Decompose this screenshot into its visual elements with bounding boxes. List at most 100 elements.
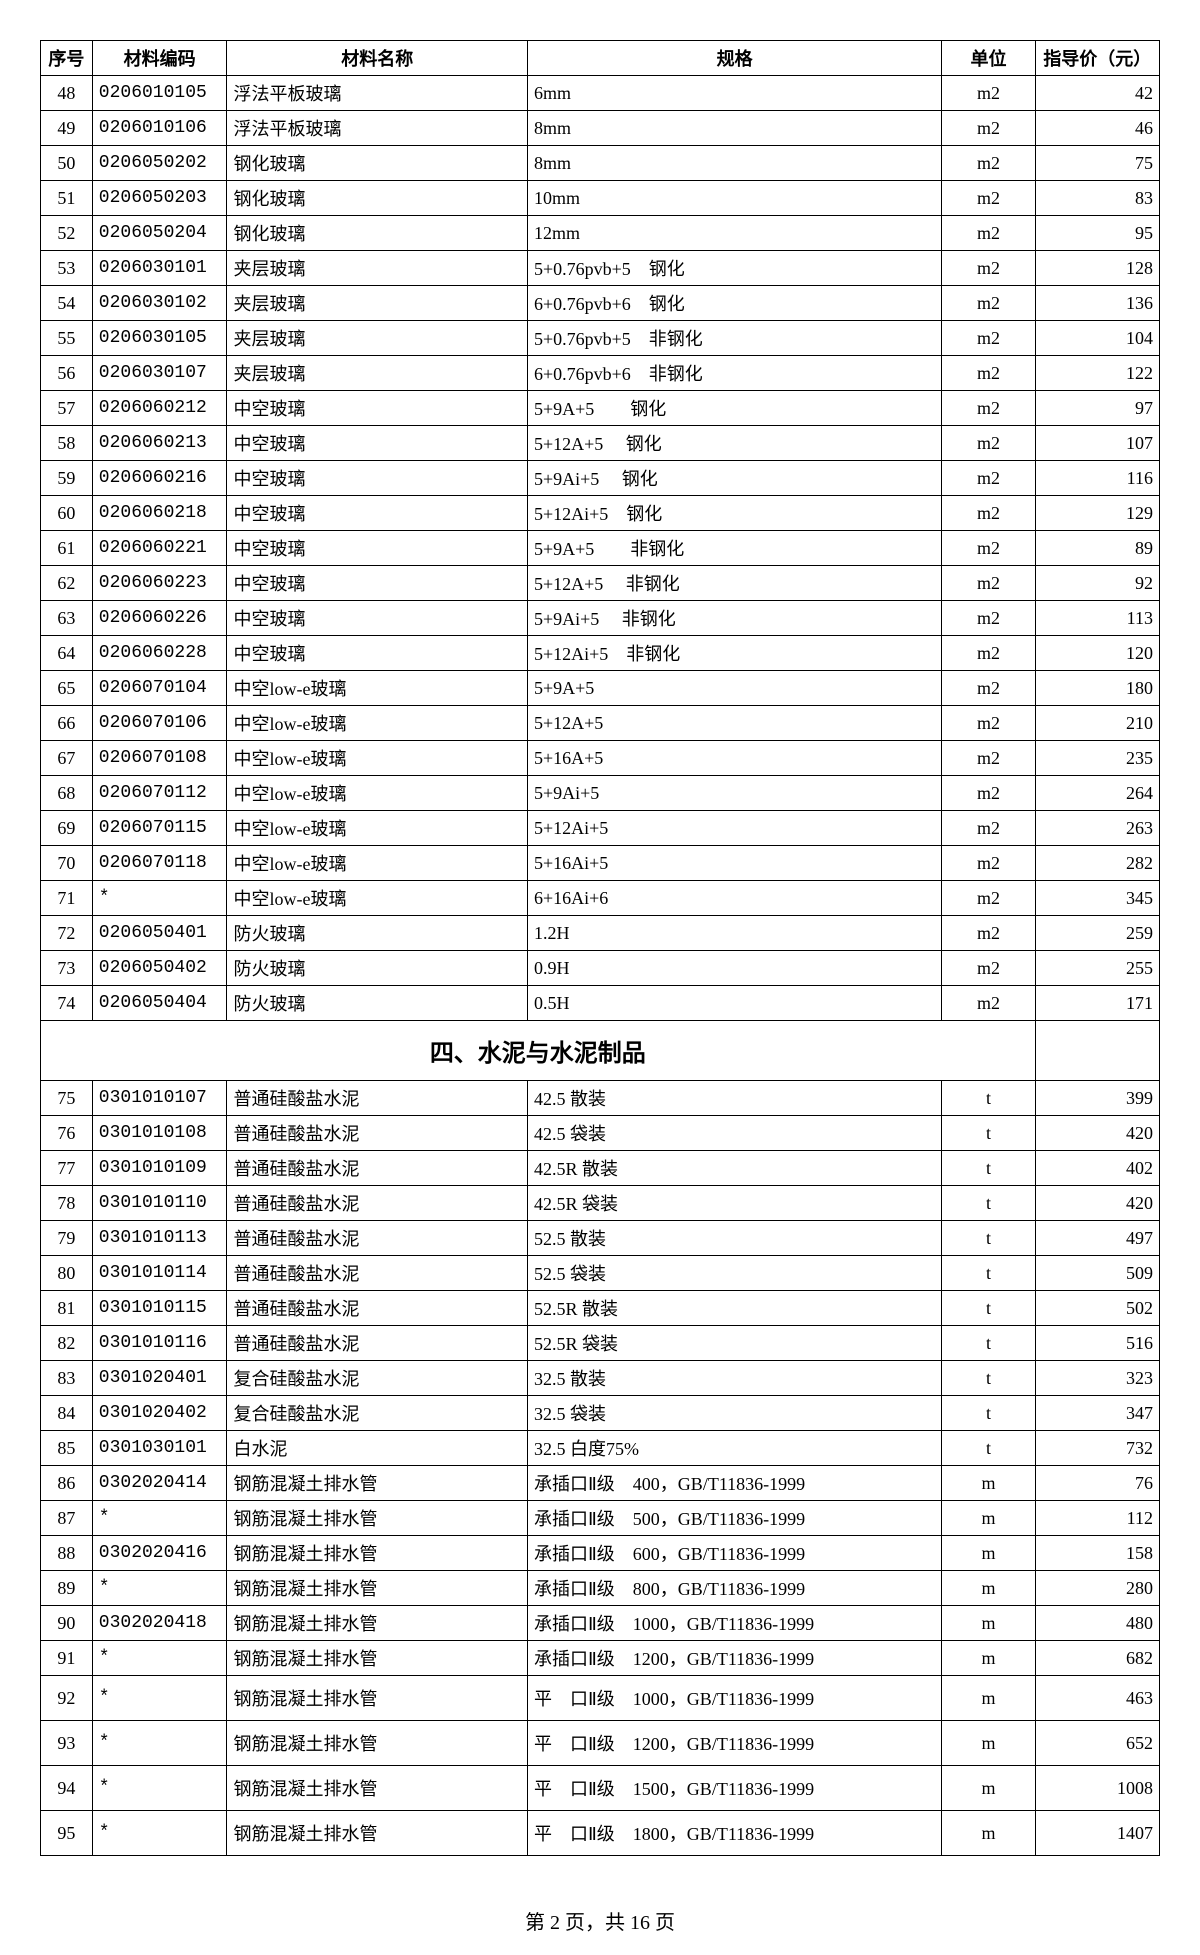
cell-seq: 83 <box>41 1361 93 1396</box>
table-row: 480206010105浮法平板玻璃6mmm242 <box>41 76 1160 111</box>
cell-unit: t <box>942 1291 1035 1326</box>
cell-name: 夹层玻璃 <box>227 321 527 356</box>
cell-name: 钢筋混凝土排水管 <box>227 1676 527 1721</box>
cell-code: * <box>92 1721 227 1766</box>
cell-name: 防火玻璃 <box>227 986 527 1021</box>
page-footer: 第 2 页，共 16 页 <box>40 1906 1160 1935</box>
table-row: 490206010106浮法平板玻璃8mmm246 <box>41 111 1160 146</box>
cell-seq: 60 <box>41 496 93 531</box>
table-row: 650206070104中空low-e玻璃5+9A+5m2180 <box>41 671 1160 706</box>
cell-spec: 6+16Ai+6 <box>527 881 941 916</box>
cell-code: * <box>92 1766 227 1811</box>
table-row: 810301010115普通硅酸盐水泥52.5R 散装t502 <box>41 1291 1160 1326</box>
cell-seq: 71 <box>41 881 93 916</box>
cell-unit: m <box>942 1536 1035 1571</box>
cell-price: 282 <box>1035 846 1159 881</box>
cell-name: 夹层玻璃 <box>227 286 527 321</box>
cell-code: 0206070112 <box>92 776 227 811</box>
cell-unit: m2 <box>942 846 1035 881</box>
cell-price: 171 <box>1035 986 1159 1021</box>
cell-name: 钢筋混凝土排水管 <box>227 1536 527 1571</box>
cell-unit: m2 <box>942 286 1035 321</box>
cell-code: * <box>92 1641 227 1676</box>
table-row: 680206070112中空low-e玻璃5+9Ai+5m2264 <box>41 776 1160 811</box>
cell-code: 0206030107 <box>92 356 227 391</box>
cell-unit: m2 <box>942 216 1035 251</box>
cell-name: 夹层玻璃 <box>227 251 527 286</box>
cell-seq: 80 <box>41 1256 93 1291</box>
cell-code: 0301010114 <box>92 1256 227 1291</box>
cell-price: 83 <box>1035 181 1159 216</box>
cell-spec: 平 口Ⅱ级 1500，GB/T11836-1999 <box>527 1766 941 1811</box>
table-row: 740206050404防火玻璃0.5Hm2171 <box>41 986 1160 1021</box>
cell-spec: 5+12Ai+5 非钢化 <box>527 636 941 671</box>
cell-price: 75 <box>1035 146 1159 181</box>
cell-spec: 10mm <box>527 181 941 216</box>
table-row: 640206060228中空玻璃5+12Ai+5 非钢化m2120 <box>41 636 1160 671</box>
cell-code: 0301010116 <box>92 1326 227 1361</box>
cell-unit: t <box>942 1151 1035 1186</box>
cell-name: 钢筋混凝土排水管 <box>227 1466 527 1501</box>
page-container: 序号 材料编码 材料名称 规格 单位 指导价（元） 480206010105浮法… <box>40 0 1160 1955</box>
cell-seq: 62 <box>41 566 93 601</box>
cell-seq: 54 <box>41 286 93 321</box>
section-title: 四、水泥与水泥制品 <box>41 1021 1036 1081</box>
cell-spec: 5+9A+5 非钢化 <box>527 531 941 566</box>
cell-price: 255 <box>1035 951 1159 986</box>
cell-name: 钢筋混凝土排水管 <box>227 1721 527 1766</box>
cell-name: 中空low-e玻璃 <box>227 846 527 881</box>
cell-seq: 50 <box>41 146 93 181</box>
cell-unit: m2 <box>942 706 1035 741</box>
cell-unit: m <box>942 1571 1035 1606</box>
cell-name: 普通硅酸盐水泥 <box>227 1221 527 1256</box>
cell-unit: t <box>942 1186 1035 1221</box>
cell-name: 防火玻璃 <box>227 916 527 951</box>
cell-name: 浮法平板玻璃 <box>227 76 527 111</box>
cell-price: 652 <box>1035 1721 1159 1766</box>
table-row: 780301010110普通硅酸盐水泥42.5R 袋装t420 <box>41 1186 1160 1221</box>
cell-code: 0206010105 <box>92 76 227 111</box>
cell-unit: m2 <box>942 531 1035 566</box>
table-row: 91*钢筋混凝土排水管承插口Ⅱ级 1200，GB/T11836-1999m682 <box>41 1641 1160 1676</box>
cell-spec: 5+12Ai+5 钢化 <box>527 496 941 531</box>
cell-spec: 5+9A+5 钢化 <box>527 391 941 426</box>
cell-price: 120 <box>1035 636 1159 671</box>
cell-unit: m2 <box>942 671 1035 706</box>
cell-unit: m2 <box>942 881 1035 916</box>
cell-seq: 63 <box>41 601 93 636</box>
cell-code: 0206050203 <box>92 181 227 216</box>
cell-spec: 5+9Ai+5 钢化 <box>527 461 941 496</box>
cell-spec: 12mm <box>527 216 941 251</box>
cell-price: 497 <box>1035 1221 1159 1256</box>
cell-name: 普通硅酸盐水泥 <box>227 1081 527 1116</box>
cell-code: 0206030105 <box>92 321 227 356</box>
cell-name: 钢筋混凝土排水管 <box>227 1641 527 1676</box>
cell-spec: 1.2H <box>527 916 941 951</box>
cell-unit: m2 <box>942 111 1035 146</box>
cell-spec: 5+0.76pvb+5 钢化 <box>527 251 941 286</box>
cell-unit: t <box>942 1431 1035 1466</box>
cell-spec: 8mm <box>527 146 941 181</box>
cell-seq: 79 <box>41 1221 93 1256</box>
cell-spec: 平 口Ⅱ级 1800，GB/T11836-1999 <box>527 1811 941 1856</box>
cell-price: 516 <box>1035 1326 1159 1361</box>
table-row: 540206030102夹层玻璃6+0.76pvb+6 钢化m2136 <box>41 286 1160 321</box>
cell-spec: 52.5 散装 <box>527 1221 941 1256</box>
cell-seq: 92 <box>41 1676 93 1721</box>
cell-spec: 5+12A+5 钢化 <box>527 426 941 461</box>
cell-price: 136 <box>1035 286 1159 321</box>
cell-code: 0206060218 <box>92 496 227 531</box>
table-row: 510206050203钢化玻璃10mmm283 <box>41 181 1160 216</box>
cell-price: 280 <box>1035 1571 1159 1606</box>
cell-seq: 95 <box>41 1811 93 1856</box>
cell-price: 264 <box>1035 776 1159 811</box>
cell-name: 钢化玻璃 <box>227 181 527 216</box>
cell-code: 0302020418 <box>92 1606 227 1641</box>
cell-name: 钢筋混凝土排水管 <box>227 1766 527 1811</box>
table-row: 900302020418钢筋混凝土排水管承插口Ⅱ级 1000，GB/T11836… <box>41 1606 1160 1641</box>
cell-price: 42 <box>1035 76 1159 111</box>
header-price: 指导价（元） <box>1035 41 1159 76</box>
cell-spec: 承插口Ⅱ级 600，GB/T11836-1999 <box>527 1536 941 1571</box>
cell-seq: 84 <box>41 1396 93 1431</box>
section-header-row: 四、水泥与水泥制品 <box>41 1021 1160 1081</box>
